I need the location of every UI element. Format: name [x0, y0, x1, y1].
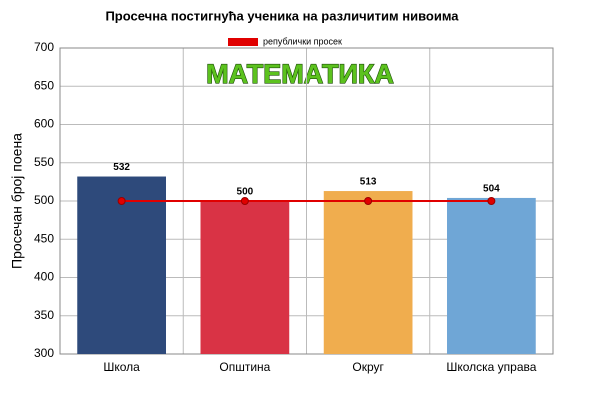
legend-label: републички просек — [263, 36, 342, 46]
y-tick-label: 300 — [34, 346, 54, 360]
y-tick-label: 700 — [34, 40, 54, 54]
y-tick-label: 650 — [34, 78, 54, 92]
data-label: 532 — [113, 162, 130, 173]
y-tick-label: 600 — [34, 117, 54, 131]
average-point — [240, 197, 249, 205]
legend-swatch — [228, 38, 258, 46]
average-point — [364, 197, 373, 205]
y-tick-label: 400 — [34, 270, 54, 284]
x-tick-label: Општина — [219, 360, 270, 374]
average-point — [117, 197, 126, 205]
plot-frame — [59, 47, 554, 355]
x-tick-label: Школска управа — [446, 360, 536, 374]
bar — [447, 197, 536, 354]
annotation: МАТЕМАТИКА — [206, 59, 394, 89]
y-tick-label: 350 — [34, 308, 54, 322]
data-label: 513 — [360, 177, 377, 188]
bar — [200, 201, 290, 354]
data-label: 504 — [483, 184, 500, 195]
data-label: 500 — [237, 187, 254, 198]
x-tick-label: Школа — [103, 360, 140, 374]
x-tick-label: Округ — [352, 360, 384, 374]
bar — [323, 191, 413, 354]
bar — [77, 176, 166, 354]
chart-title: Просечна постигнућа ученика на различити… — [105, 8, 459, 23]
y-tick-label: 550 — [34, 155, 54, 169]
y-tick-label: 450 — [34, 231, 54, 245]
y-tick-label: 500 — [34, 193, 54, 207]
average-point — [487, 197, 496, 205]
y-axis-label: Просечан број поена — [9, 133, 25, 269]
